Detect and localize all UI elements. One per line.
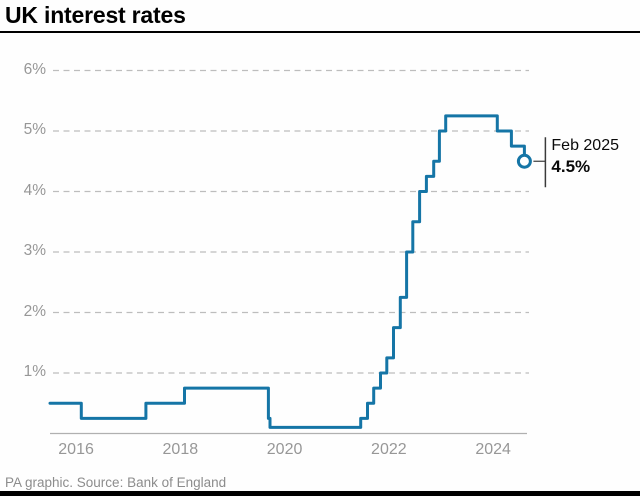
y-tick-label: 2% <box>23 302 46 320</box>
page-title: UK interest rates <box>5 2 186 28</box>
source-credit: PA graphic. Source: Bank of England <box>5 475 227 490</box>
x-tick-label: 2018 <box>162 441 199 458</box>
x-tick-label: 2022 <box>371 441 407 458</box>
title-divider <box>0 31 640 33</box>
bottom-border <box>0 491 640 496</box>
annotation-date-label: Feb 2025 <box>551 137 619 155</box>
endpoint-annotation: Feb 2025 4.5% <box>551 137 619 176</box>
x-tick-label: 2024 <box>475 441 511 458</box>
endpoint-marker <box>516 153 532 169</box>
y-tick-label: 5% <box>23 121 46 138</box>
y-tick-label: 4% <box>23 181 46 199</box>
annotation-value-label: 4.5% <box>551 156 591 176</box>
y-tick-label: 6% <box>23 60 46 78</box>
y-tick-label: 1% <box>23 363 46 380</box>
x-tick-label: 2016 <box>58 441 94 458</box>
y-tick-label: 3% <box>23 242 46 259</box>
x-tick-label: 2020 <box>266 441 303 458</box>
rate-step-line <box>48 114 526 429</box>
